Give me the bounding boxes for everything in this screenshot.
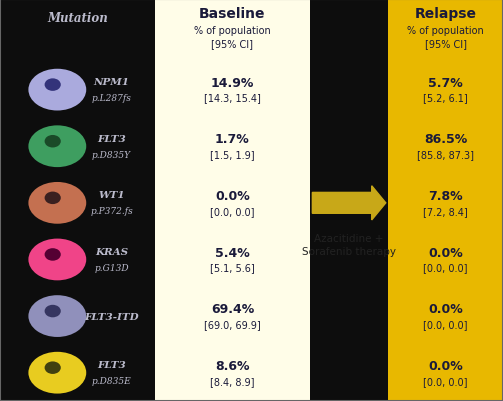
Ellipse shape: [28, 126, 86, 168]
Ellipse shape: [45, 362, 61, 374]
Text: [0.0, 0.0]: [0.0, 0.0]: [210, 206, 255, 216]
Ellipse shape: [28, 69, 86, 111]
Ellipse shape: [45, 192, 61, 205]
Text: 1.7%: 1.7%: [215, 133, 250, 146]
Ellipse shape: [45, 305, 61, 318]
Text: Azacitidine +
Sorafenib therapy: Azacitidine + Sorafenib therapy: [302, 233, 396, 257]
Text: % of population
[95% CI]: % of population [95% CI]: [407, 26, 484, 49]
Ellipse shape: [28, 352, 86, 394]
FancyArrow shape: [312, 186, 386, 221]
Text: 0.0%: 0.0%: [428, 246, 463, 259]
Ellipse shape: [45, 249, 61, 261]
Ellipse shape: [45, 136, 61, 148]
Text: Baseline: Baseline: [199, 7, 266, 21]
Text: [7.2, 8.4]: [7.2, 8.4]: [424, 206, 468, 216]
Text: [0.0, 0.0]: [0.0, 0.0]: [424, 319, 468, 329]
Text: Relapse: Relapse: [414, 7, 477, 21]
Text: [69.0, 69.9]: [69.0, 69.9]: [204, 319, 261, 329]
Text: p.L287fs: p.L287fs: [92, 94, 131, 103]
Text: 69.4%: 69.4%: [211, 302, 254, 316]
Text: [0.0, 0.0]: [0.0, 0.0]: [424, 263, 468, 273]
Text: % of population
[95% CI]: % of population [95% CI]: [194, 26, 271, 49]
Text: p.D835E: p.D835E: [92, 376, 131, 385]
Text: 86.5%: 86.5%: [424, 133, 467, 146]
Text: 0.0%: 0.0%: [428, 359, 463, 372]
Text: 14.9%: 14.9%: [211, 77, 254, 89]
Text: [5.1, 5.6]: [5.1, 5.6]: [210, 263, 255, 273]
Text: p.G13D: p.G13D: [94, 263, 129, 272]
Text: FLT3: FLT3: [97, 360, 126, 369]
Bar: [388, 0, 503, 401]
Text: [1.5, 1.9]: [1.5, 1.9]: [210, 150, 255, 160]
Ellipse shape: [28, 239, 86, 281]
Text: 0.0%: 0.0%: [428, 302, 463, 316]
Text: FLT3: FLT3: [97, 134, 126, 144]
Ellipse shape: [45, 79, 61, 92]
Text: p.D835Y: p.D835Y: [92, 150, 131, 159]
Text: [5.2, 6.1]: [5.2, 6.1]: [424, 93, 468, 103]
Text: NPM1: NPM1: [94, 78, 130, 87]
Text: WT1: WT1: [98, 191, 125, 200]
Text: [85.8, 87.3]: [85.8, 87.3]: [417, 150, 474, 160]
Ellipse shape: [28, 182, 86, 224]
Text: 7.8%: 7.8%: [429, 190, 463, 203]
Bar: [155, 0, 310, 401]
Ellipse shape: [28, 296, 86, 337]
Text: p.P372.fs: p.P372.fs: [90, 207, 133, 216]
Text: 5.7%: 5.7%: [428, 77, 463, 89]
Text: [14.3, 15.4]: [14.3, 15.4]: [204, 93, 261, 103]
Text: Mutation: Mutation: [47, 12, 108, 25]
Text: 0.0%: 0.0%: [215, 190, 250, 203]
Text: 5.4%: 5.4%: [215, 246, 250, 259]
Text: [8.4, 8.9]: [8.4, 8.9]: [210, 376, 255, 386]
Text: KRAS: KRAS: [95, 247, 128, 256]
Text: 8.6%: 8.6%: [215, 359, 249, 372]
Text: [0.0, 0.0]: [0.0, 0.0]: [424, 376, 468, 386]
Text: FLT3-ITD: FLT3-ITD: [84, 312, 139, 321]
